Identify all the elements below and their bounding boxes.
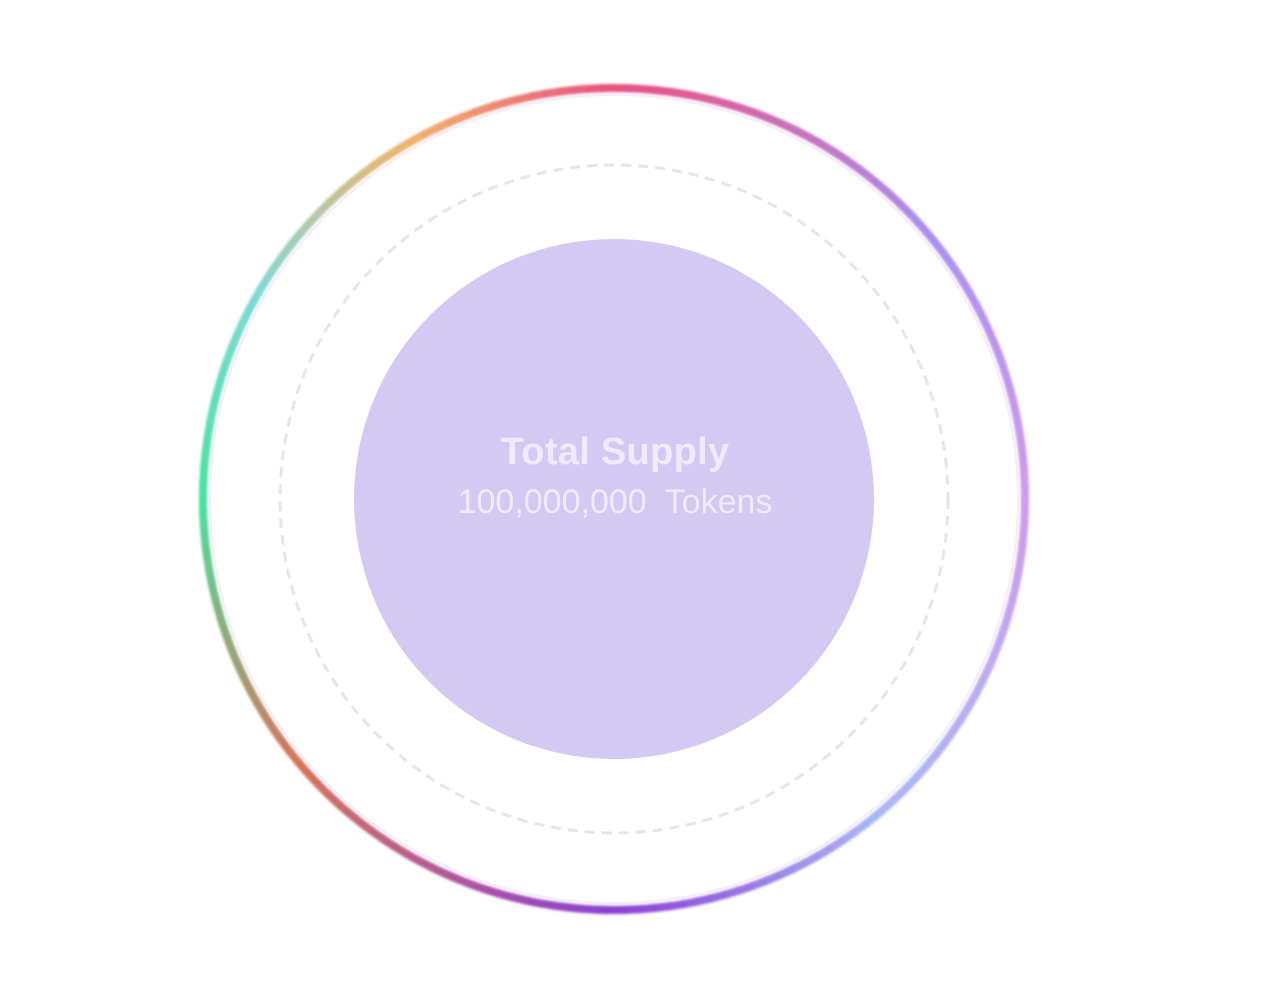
dashed-ring (278, 163, 950, 835)
outer-ring-inner-edge (209, 94, 1019, 904)
inner-supply-circle (354, 239, 874, 759)
gradient-outer-ring (198, 83, 1030, 915)
